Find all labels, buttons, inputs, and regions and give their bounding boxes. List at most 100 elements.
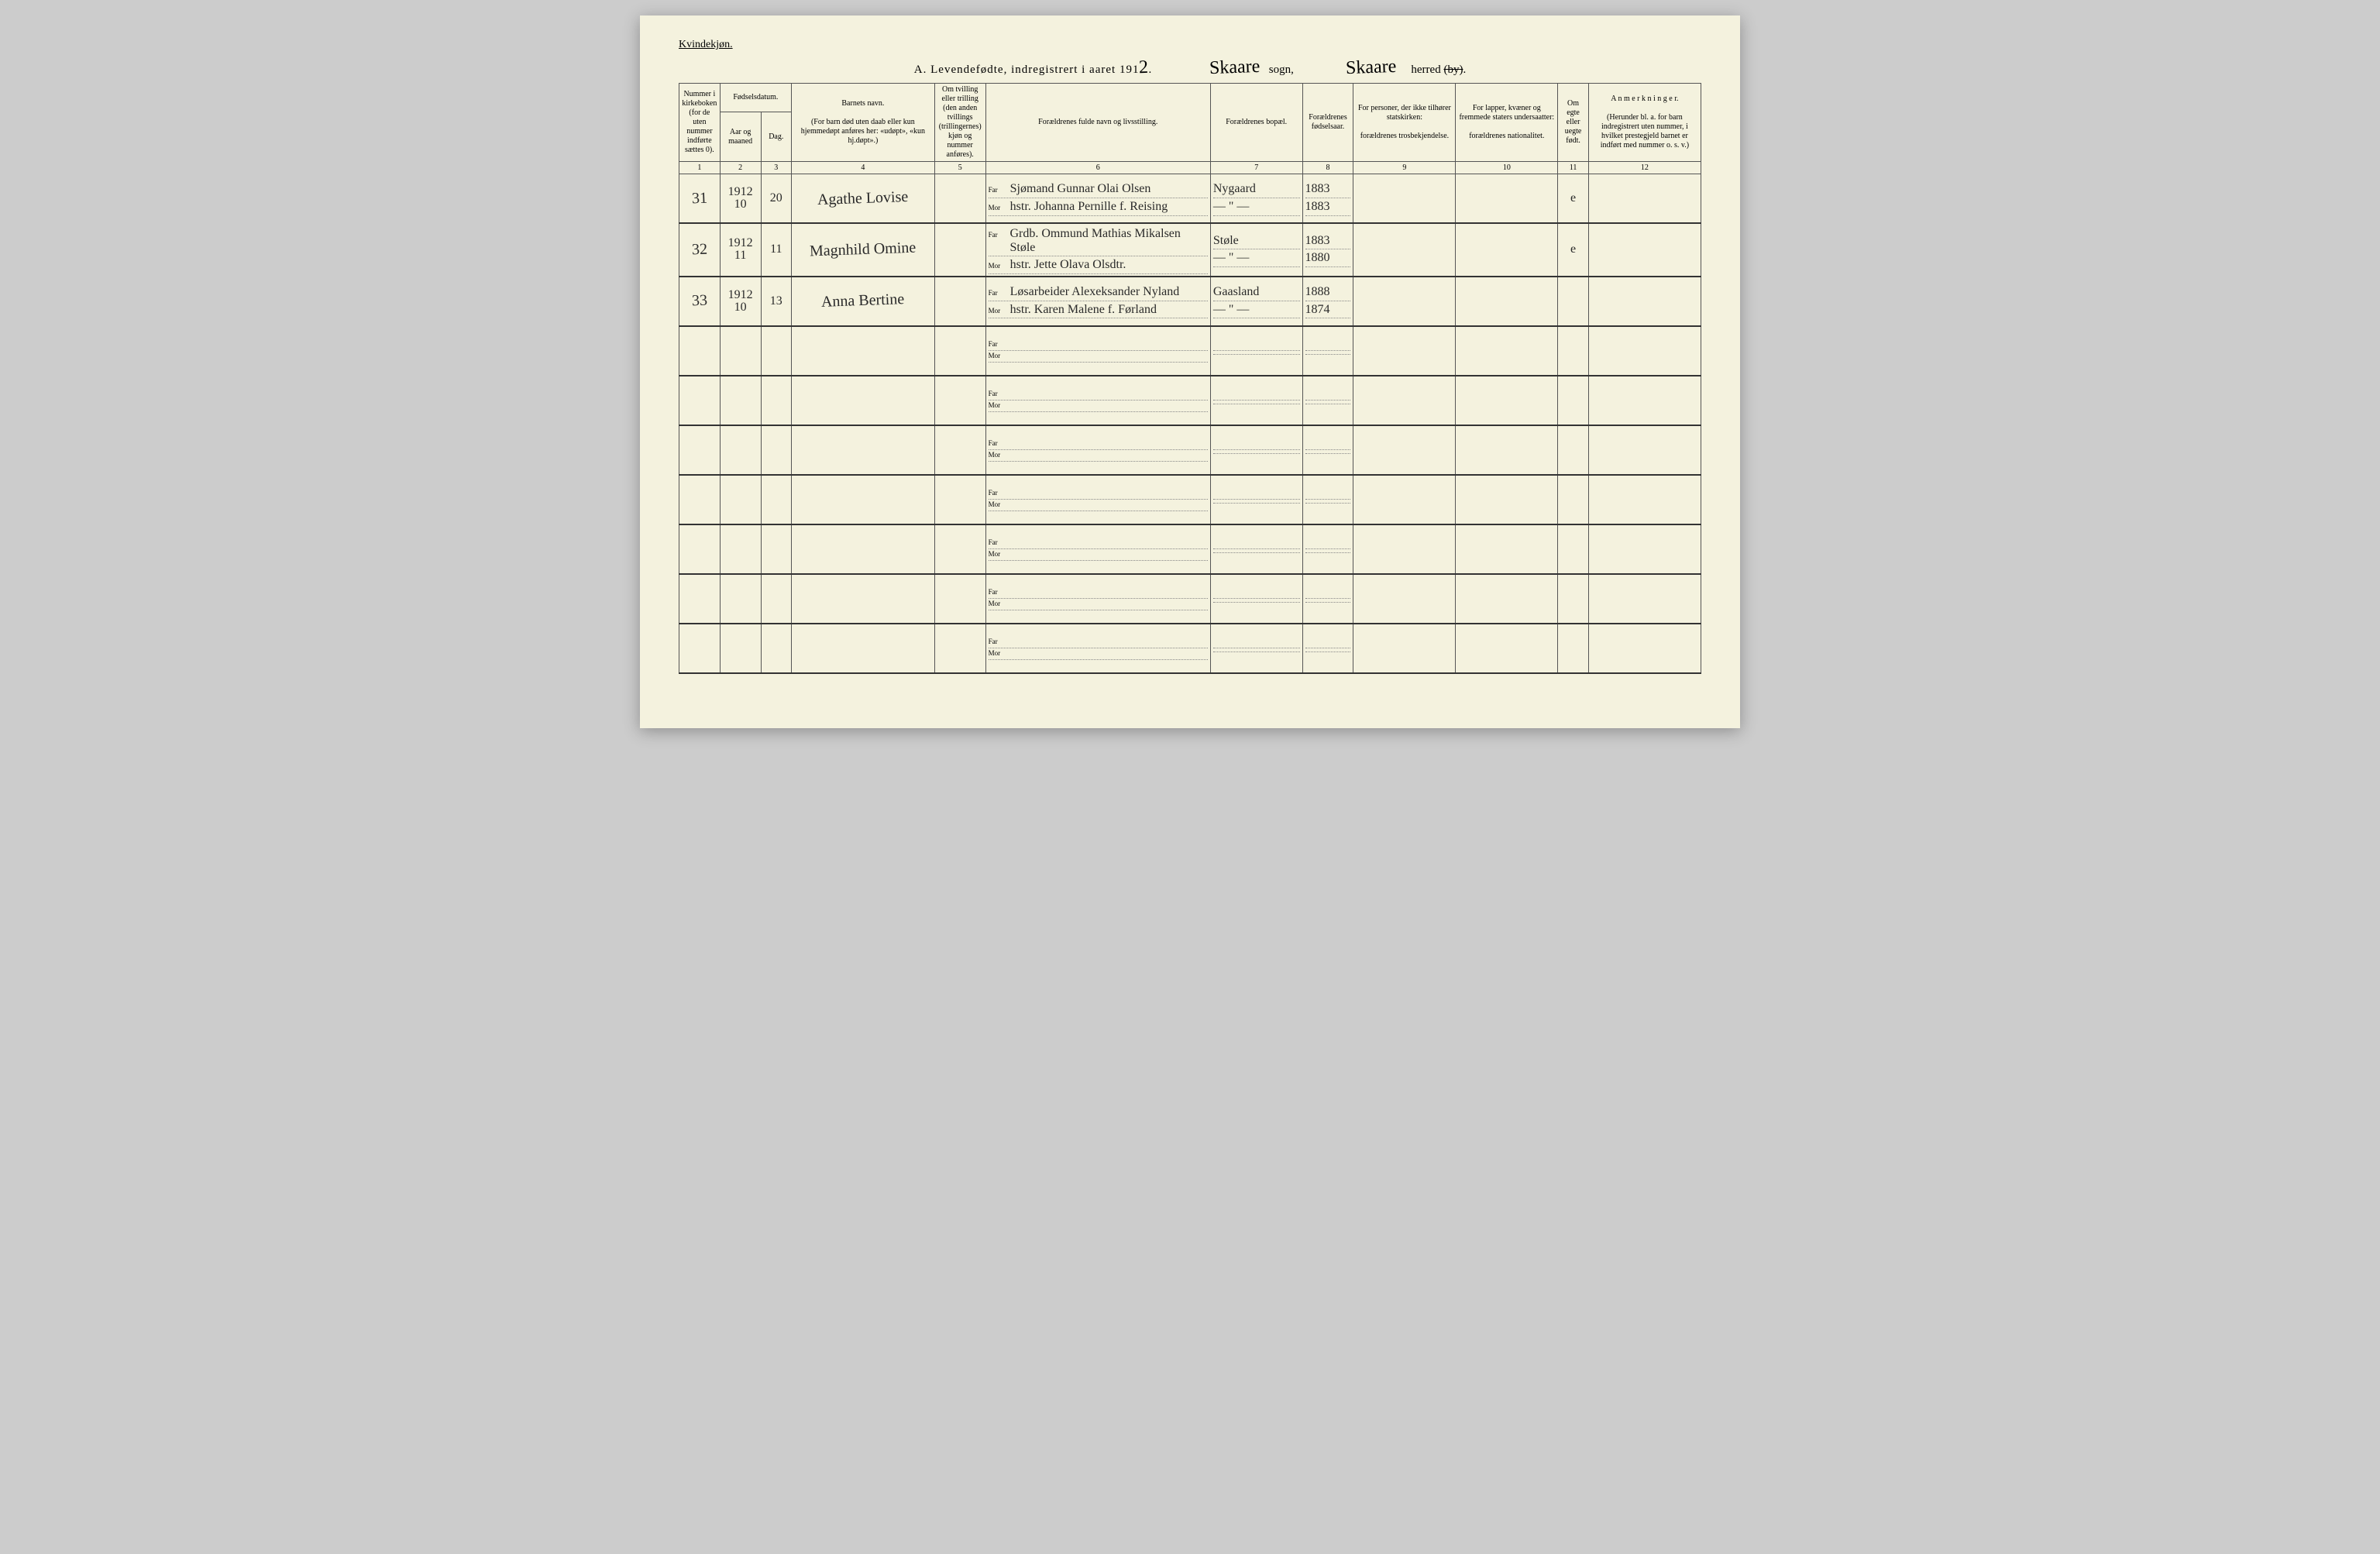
cell-remarks	[1588, 277, 1701, 326]
cell-name	[792, 624, 935, 673]
col-header-4: Barnets navn. (For barn død uten daab el…	[792, 84, 935, 162]
cell-remarks	[1588, 524, 1701, 574]
sogn-label: sogn,	[1269, 64, 1294, 76]
cell-parents: FarMor	[985, 524, 1210, 574]
cell-bopel	[1210, 524, 1302, 574]
col-number: 3	[761, 162, 792, 174]
col-header-9: For personer, der ikke tilhører statskir…	[1353, 84, 1456, 162]
cell-religion	[1353, 174, 1456, 224]
title-period: .	[1148, 64, 1151, 76]
cell-bopel	[1210, 574, 1302, 624]
cell-year-month: 191211	[720, 223, 761, 277]
table-row: FarMor	[679, 376, 1701, 425]
col-header-10: For lapper, kvæner og fremmede staters u…	[1456, 84, 1558, 162]
col-number: 6	[985, 162, 1210, 174]
cell-twin	[934, 223, 985, 277]
cell-day: 11	[761, 223, 792, 277]
cell-birthyear	[1302, 326, 1353, 376]
cell-day	[761, 524, 792, 574]
cell-year-month	[720, 624, 761, 673]
cell-day	[761, 475, 792, 524]
col-number: 5	[934, 162, 985, 174]
cell-bopel	[1210, 326, 1302, 376]
cell-parents: FarSjømand Gunnar Olai OlsenMorhstr. Joh…	[985, 174, 1210, 224]
col-number: 7	[1210, 162, 1302, 174]
col10-title: For lapper, kvæner og fremmede staters u…	[1459, 104, 1554, 122]
cell-religion	[1353, 326, 1456, 376]
cell-egte: e	[1558, 223, 1589, 277]
cell-name	[792, 425, 935, 475]
cell-bopel	[1210, 475, 1302, 524]
cell-num	[679, 425, 721, 475]
cell-nationality	[1456, 223, 1558, 277]
cell-religion	[1353, 475, 1456, 524]
cell-bopel	[1210, 376, 1302, 425]
herred-label: herred	[1411, 64, 1440, 76]
cell-religion	[1353, 624, 1456, 673]
col-number: 10	[1456, 162, 1558, 174]
gender-label: Kvindekjøn.	[679, 39, 1701, 51]
cell-twin	[934, 326, 985, 376]
cell-nationality	[1456, 624, 1558, 673]
cell-num: 32	[679, 223, 721, 277]
cell-nationality	[1456, 376, 1558, 425]
cell-year-month	[720, 524, 761, 574]
cell-name: Agathe Lovise	[792, 174, 935, 224]
cell-num: 33	[679, 277, 721, 326]
cell-num	[679, 574, 721, 624]
cell-nationality	[1456, 174, 1558, 224]
cell-remarks	[1588, 624, 1701, 673]
cell-religion	[1353, 524, 1456, 574]
cell-egte	[1558, 524, 1589, 574]
col9-title: For personer, der ikke tilhører statskir…	[1358, 104, 1451, 122]
cell-egte	[1558, 376, 1589, 425]
col-header-8: Forældrenes fødselsaar.	[1302, 84, 1353, 162]
cell-remarks	[1588, 326, 1701, 376]
cell-nationality	[1456, 475, 1558, 524]
cell-bopel: Støle— " —	[1210, 223, 1302, 277]
cell-day	[761, 425, 792, 475]
cell-year-month	[720, 326, 761, 376]
cell-year-month: 191210	[720, 174, 761, 224]
col-header-6: Forældrenes fulde navn og livsstilling.	[985, 84, 1210, 162]
table-row: FarMor	[679, 326, 1701, 376]
col10-sub: forældrenes nationalitet.	[1469, 132, 1544, 140]
col-header-1: Nummer i kirkeboken (for de uten nummer …	[679, 84, 721, 162]
col-header-2b: Dag.	[761, 112, 792, 162]
cell-name	[792, 376, 935, 425]
cell-name	[792, 574, 935, 624]
cell-nationality	[1456, 425, 1558, 475]
cell-day	[761, 624, 792, 673]
cell-name	[792, 326, 935, 376]
cell-bopel: Nygaard— " —	[1210, 174, 1302, 224]
table-row: FarMor	[679, 475, 1701, 524]
cell-day: 13	[761, 277, 792, 326]
cell-remarks	[1588, 574, 1701, 624]
cell-birthyear: 18831883	[1302, 174, 1353, 224]
cell-parents: FarGrdb. Ommund Mathias Mikalsen StøleMo…	[985, 223, 1210, 277]
cell-parents: FarMor	[985, 376, 1210, 425]
cell-twin	[934, 425, 985, 475]
col-number: 12	[1588, 162, 1701, 174]
cell-nationality	[1456, 277, 1558, 326]
year-digit: 2	[1139, 57, 1149, 78]
cell-day	[761, 326, 792, 376]
cell-parents: FarMor	[985, 574, 1210, 624]
cell-religion	[1353, 376, 1456, 425]
cell-birthyear	[1302, 524, 1353, 574]
col9-sub: forældrenes trosbekjendelse.	[1360, 132, 1449, 140]
cell-year-month	[720, 475, 761, 524]
table-row: 3319121013Anna BertineFarLøsarbeider Ale…	[679, 277, 1701, 326]
col-number: 4	[792, 162, 935, 174]
cell-remarks	[1588, 174, 1701, 224]
table-row: 3119121020Agathe LoviseFarSjømand Gunnar…	[679, 174, 1701, 224]
cell-num	[679, 524, 721, 574]
register-page: Kvindekjøn. A. Levendefødte, indregistre…	[640, 15, 1740, 728]
cell-remarks	[1588, 376, 1701, 425]
cell-twin	[934, 475, 985, 524]
cell-egte	[1558, 425, 1589, 475]
cell-year-month	[720, 376, 761, 425]
cell-num	[679, 624, 721, 673]
col-header-2: Fødselsdatum.	[720, 84, 791, 112]
cell-year-month	[720, 574, 761, 624]
